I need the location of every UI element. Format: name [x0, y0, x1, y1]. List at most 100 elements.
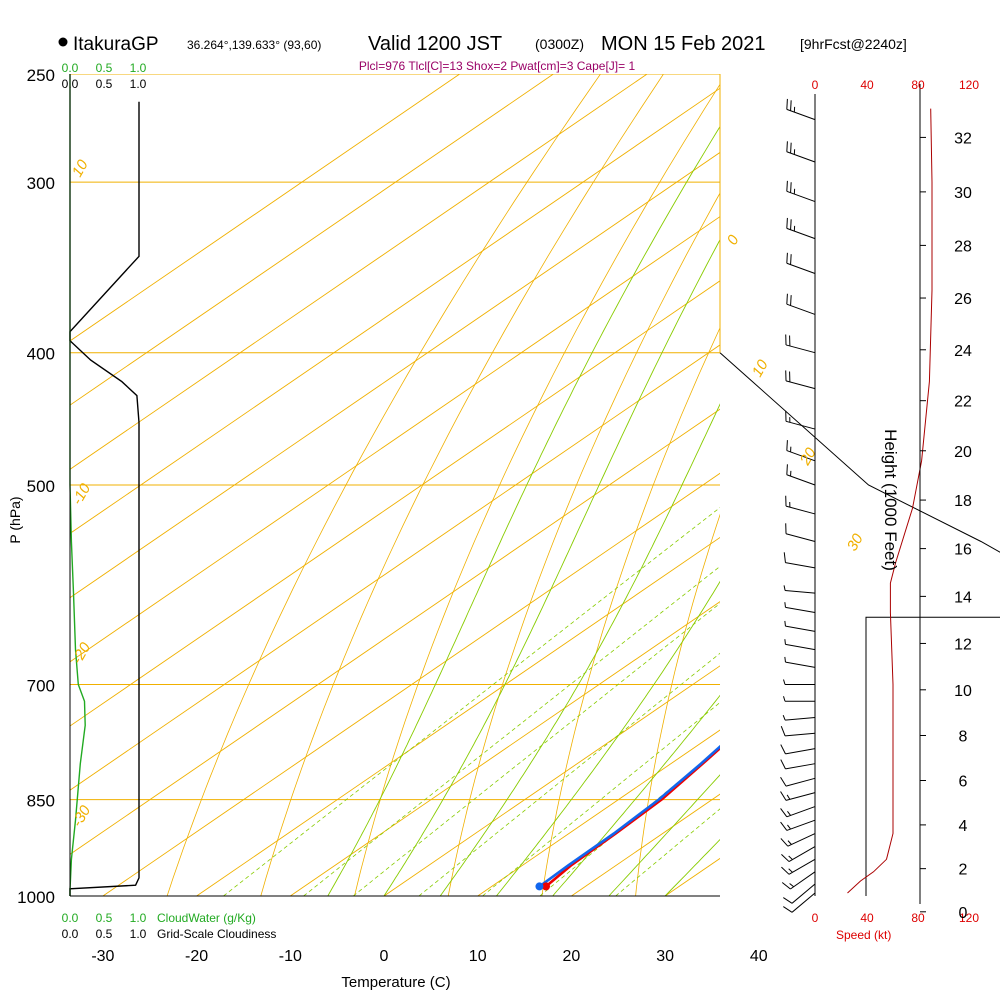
- speed-tick-top: 80: [911, 78, 925, 92]
- wind-barb-feather: [781, 882, 791, 890]
- pressure-tick-label: 250: [27, 66, 55, 85]
- height-tick-label: 8: [959, 728, 968, 745]
- wind-barb-half: [787, 840, 792, 845]
- cloudwater-tick-top: 0.0: [62, 61, 79, 75]
- height-axis-label: Height (1000 Feet): [881, 429, 900, 571]
- height-tick-label: 32: [954, 130, 972, 147]
- wind-barb-feather: [790, 219, 792, 230]
- wind-barb-staff: [785, 380, 816, 390]
- isotherm-line: [70, 74, 460, 342]
- dry-adiabat: [447, 192, 720, 896]
- wind-barb-staff: [785, 792, 816, 801]
- speed-profile: [847, 108, 933, 894]
- dry-adiabat: [354, 83, 720, 896]
- wind-barb: [784, 620, 816, 632]
- isotherm-line: [70, 344, 720, 791]
- wind-barb: [785, 370, 816, 390]
- wind-barb-staff: [791, 883, 816, 904]
- wind-barb: [780, 819, 816, 831]
- temperature-tick-label: -30: [91, 948, 114, 965]
- wind-barb: [783, 883, 816, 904]
- wind-barb-feather: [786, 141, 788, 152]
- cloudiness-tick-top: 0.0: [62, 77, 79, 91]
- wind-barb: [780, 833, 816, 847]
- moist-adiabat: [439, 403, 720, 896]
- wind-barb: [785, 334, 816, 354]
- mixing-label: 8: [483, 905, 501, 920]
- wind-barb-staff: [785, 533, 816, 542]
- wind-barb-feather: [786, 217, 788, 229]
- pressure-tick-label: 500: [27, 477, 55, 496]
- isotherm-line: [70, 74, 554, 406]
- wind-barb-staff: [786, 190, 816, 203]
- dry-adiabat: [823, 74, 1000, 896]
- mixing-label: 2: [304, 905, 322, 920]
- wind-barb-feather: [783, 906, 793, 913]
- wind-barb-staff: [786, 474, 816, 486]
- wind-barb-feather: [786, 464, 788, 475]
- wind-barb: [780, 791, 816, 801]
- isotherm-line: [383, 665, 720, 896]
- wind-barb-feather: [780, 791, 787, 801]
- pressure-tick-label: 700: [27, 677, 55, 696]
- height-tick-label: 30: [954, 185, 972, 202]
- moist-adiabat: [383, 238, 720, 896]
- wind-barb: [784, 656, 816, 668]
- wind-barb: [783, 679, 815, 686]
- forecast-tag: [9hrFcst@2240z]: [800, 36, 907, 52]
- wind-barb-staff: [786, 806, 816, 818]
- wind-barb-feather: [783, 897, 793, 904]
- wind-barb-staff: [785, 606, 816, 614]
- wind-barb-feather: [781, 866, 790, 875]
- wind-barb: [784, 639, 816, 651]
- wind-barb-half: [786, 794, 791, 800]
- wind-barb-staff: [786, 262, 816, 274]
- wind-barb: [780, 806, 816, 818]
- wind-barb-staff: [785, 716, 816, 721]
- wind-barb-half: [782, 715, 786, 721]
- wind-barb-staff: [790, 871, 816, 890]
- wind-barb-staff: [785, 505, 816, 515]
- wind-barb-staff: [785, 589, 816, 594]
- moist-adiabat: [496, 580, 720, 896]
- wind-barb: [783, 696, 815, 702]
- wind-barb: [784, 602, 816, 614]
- wind-barb: [785, 410, 816, 430]
- wind-barb-feather: [786, 293, 788, 305]
- cloudiness-axis-label: Grid-Scale Cloudiness: [157, 927, 276, 941]
- height-tick-label: 4: [959, 818, 968, 835]
- wind-barb: [785, 495, 816, 515]
- dewpoint-profile: [538, 744, 720, 888]
- cloudiness-tick-top: 1.0: [130, 77, 147, 91]
- temperature-tick-label: 40: [750, 948, 768, 965]
- wind-barb-feather: [786, 440, 788, 451]
- cloudiness-tick-bottom: 0.5: [96, 927, 113, 941]
- wind-barb-staff: [786, 450, 816, 462]
- isotherm-label: 20: [796, 444, 820, 468]
- wind-barb-staff: [785, 643, 816, 651]
- wind-barb-half: [787, 824, 791, 830]
- isotherm-line: [853, 74, 1000, 896]
- mixing-ratio-line: [418, 652, 720, 896]
- mixing-label: 5: [420, 905, 438, 920]
- temperature-tick-label: 20: [563, 948, 581, 965]
- wind-barb-feather: [786, 180, 788, 192]
- wind-barb: [783, 892, 816, 913]
- wind-barb-half: [784, 656, 786, 663]
- isotherm-line: [70, 408, 720, 855]
- isotherm-line: [70, 151, 720, 599]
- wind-barb-feather: [790, 142, 792, 154]
- wind-barb-staff: [785, 420, 816, 430]
- wind-barb-half: [784, 602, 786, 608]
- wind-barb-feather: [780, 776, 787, 787]
- wind-barb-staff: [788, 858, 816, 875]
- isotherm-line: [70, 280, 720, 727]
- wind-barb-feather: [786, 252, 788, 264]
- wind-barb-half: [788, 868, 793, 873]
- mixing-ratio-line: [303, 565, 720, 896]
- wind-barb-staff: [785, 777, 816, 787]
- wind-barb-staff: [786, 151, 816, 163]
- station-name: ItakuraGP: [73, 34, 159, 55]
- cloudwater-tick-bottom: 0.0: [62, 911, 79, 925]
